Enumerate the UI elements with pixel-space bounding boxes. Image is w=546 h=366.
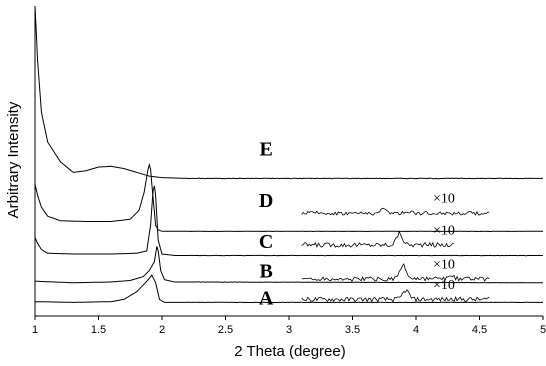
x-tick-label: 4 [413, 324, 419, 336]
plot-frame [34, 6, 543, 317]
x-tick-label: 2.5 [218, 324, 233, 336]
trace-label-d: D [259, 190, 273, 212]
magnified-segment-a [301, 289, 490, 303]
x-tick-label: 3 [286, 324, 292, 336]
trace-label-c: C [259, 231, 273, 253]
x-axis-label: 2 Theta (degree) [234, 343, 345, 360]
magnified-segment-d [301, 207, 490, 216]
magnified-segment-c [301, 230, 455, 248]
magnification-label: ×10 [433, 192, 455, 207]
trace-label-b: B [259, 260, 272, 282]
x-tick-label: 3.5 [345, 324, 360, 336]
trace-label-e: E [259, 139, 272, 161]
x-tick-label: 5 [540, 324, 546, 336]
trace-c [34, 185, 543, 257]
traces: ×10 ×10 ×10 ×10 [34, 5, 543, 304]
trace-b [34, 246, 543, 284]
magnification-label: ×10 [433, 223, 455, 238]
magnification-label: ×10 [433, 278, 455, 293]
trace-e [34, 5, 543, 180]
x-tick-label: 1.5 [91, 324, 106, 336]
x-tick-label: 4.5 [472, 324, 487, 336]
trace-label-a: A [259, 288, 274, 310]
y-axis-label: Arbitrary Intensity [5, 101, 22, 218]
x-axis-ticks: 1 1.5 2 2.5 3 3.5 4 4.5 5 [32, 316, 546, 336]
magnification-label: ×10 [433, 257, 455, 272]
trace-a [34, 274, 543, 304]
magnified-segment-b [301, 262, 490, 282]
x-tick-label: 2 [159, 324, 165, 336]
x-tick-label: 1 [32, 324, 38, 336]
trace-d [34, 162, 543, 233]
